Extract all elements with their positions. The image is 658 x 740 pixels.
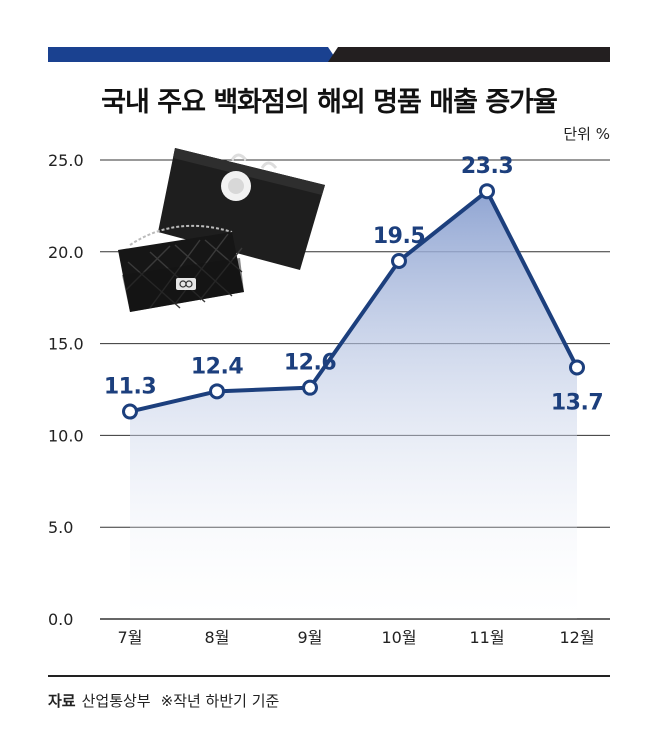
- y-tick-label: 5.0: [48, 518, 73, 537]
- data-points: [122, 183, 585, 420]
- source-text: 산업통상부: [81, 692, 151, 710]
- series-line: [129, 189, 579, 414]
- x-tick-label: 7월: [118, 628, 143, 647]
- data-label: 11.3: [104, 375, 156, 400]
- footer-divider: [48, 675, 610, 677]
- data-point: [391, 252, 407, 269]
- line-chart: 0.0 5.0 10.0 15.0 20.0 25.0 11.3 12.4 12.6 19.5 2…: [48, 148, 610, 647]
- x-tick-label: 12월: [559, 628, 594, 647]
- unit-label: 단위 %: [563, 125, 610, 143]
- data-labels: 11.3 12.4 12.6 19.5 23.3 13.7: [104, 154, 604, 415]
- data-label: 12.6: [284, 351, 336, 376]
- x-tick-label: 11월: [469, 628, 504, 647]
- luxury-handbag-and-shopping-bag-icon: [118, 148, 325, 312]
- data-label: 19.5: [373, 224, 425, 249]
- area-fill: [130, 191, 577, 619]
- source-note: 자료 산업통상부 ※작년 하반기 기준: [48, 690, 279, 711]
- series-polyline: [129, 189, 579, 414]
- y-tick-label: 15.0: [48, 335, 84, 354]
- header-bar-dark: [328, 47, 610, 62]
- data-point: [479, 183, 495, 200]
- x-tick-label: 9월: [298, 628, 323, 647]
- source-footnote: ※작년 하반기 기준: [160, 692, 280, 710]
- x-axis-ticks: 7월 8월 9월 10월 11월 12월: [118, 628, 595, 647]
- data-point: [302, 379, 318, 396]
- source-label: 자료: [48, 692, 76, 710]
- data-point: [209, 383, 225, 400]
- x-tick-label: 8월: [205, 628, 230, 647]
- y-tick-label: 25.0: [48, 151, 84, 170]
- area-shape: [130, 191, 577, 619]
- y-tick-label: 20.0: [48, 243, 84, 262]
- header-bar: [48, 47, 610, 62]
- header-bar-blue: [48, 47, 338, 62]
- x-tick-label: 10월: [381, 628, 416, 647]
- chart-title: 국내 주요 백화점의 해외 명품 매출 증가율: [101, 87, 558, 118]
- y-tick-label: 10.0: [48, 426, 84, 445]
- data-label: 12.4: [191, 354, 243, 379]
- data-point: [569, 359, 585, 376]
- data-label: 23.3: [461, 154, 513, 179]
- y-tick-label: 0.0: [48, 610, 73, 629]
- data-label: 13.7: [551, 390, 603, 415]
- data-point: [122, 403, 138, 420]
- y-axis-ticks: 0.0 5.0 10.0 15.0 20.0 25.0: [48, 151, 84, 629]
